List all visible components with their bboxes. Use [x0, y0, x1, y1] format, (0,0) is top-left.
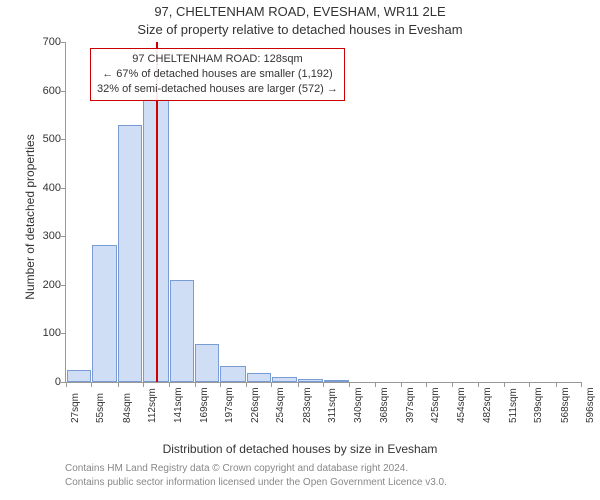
attribution-line-1: Contains HM Land Registry data © Crown c… — [65, 462, 447, 476]
chart-title-sub: Size of property relative to detached ho… — [0, 22, 600, 37]
y-tick-label: 400 — [26, 182, 61, 194]
y-tick-label: 200 — [26, 279, 61, 291]
x-tick-label: 169sqm — [199, 387, 210, 423]
chart-title-main: 97, CHELTENHAM ROAD, EVESHAM, WR11 2LE — [0, 4, 600, 19]
x-tick-label: 596sqm — [585, 387, 596, 423]
histogram-bar — [92, 245, 117, 382]
page: 97, CHELTENHAM ROAD, EVESHAM, WR11 2LE S… — [0, 0, 600, 500]
x-tick-mark — [323, 382, 324, 387]
x-tick-mark — [478, 382, 479, 387]
x-tick-label: 55sqm — [95, 393, 106, 423]
x-tick-label: 511sqm — [508, 388, 519, 423]
x-tick-label: 141sqm — [173, 387, 184, 423]
plot-area: 010020030040050060070027sqm55sqm84sqm112… — [65, 42, 581, 383]
y-tick-label: 300 — [26, 230, 61, 242]
attribution: Contains HM Land Registry data © Crown c… — [65, 462, 447, 489]
attribution-line-2: Contains public sector information licen… — [65, 476, 447, 490]
x-tick-label: 311sqm — [327, 388, 338, 423]
annotation-line: 32% of semi-detached houses are larger (… — [97, 82, 338, 97]
x-tick-label: 340sqm — [353, 387, 364, 423]
y-tick-mark — [61, 285, 66, 286]
x-tick-label: 112sqm — [147, 388, 158, 423]
annotation-line: 97 CHELTENHAM ROAD: 128sqm — [97, 52, 338, 67]
x-tick-mark — [298, 382, 299, 387]
y-tick-mark — [61, 333, 66, 334]
histogram-bar — [195, 344, 219, 382]
x-tick-label: 226sqm — [250, 387, 261, 423]
y-tick-label: 100 — [26, 327, 61, 339]
x-tick-label: 397sqm — [405, 387, 416, 423]
x-tick-label: 254sqm — [275, 387, 286, 423]
annotation-line: ← 67% of detached houses are smaller (1,… — [97, 67, 338, 82]
x-tick-mark — [529, 382, 530, 387]
x-tick-mark — [452, 382, 453, 387]
histogram-bar — [170, 280, 194, 382]
x-tick-mark — [195, 382, 196, 387]
x-tick-label: 27sqm — [70, 393, 81, 423]
y-tick-label: 600 — [26, 85, 61, 97]
x-tick-label: 283sqm — [302, 387, 313, 423]
y-tick-label: 500 — [26, 133, 61, 145]
histogram-bar — [118, 125, 142, 382]
x-tick-label: 197sqm — [224, 387, 235, 423]
x-tick-label: 425sqm — [430, 387, 441, 423]
annotation-box: 97 CHELTENHAM ROAD: 128sqm← 67% of detac… — [90, 48, 345, 101]
x-tick-mark — [401, 382, 402, 387]
y-tick-mark — [61, 236, 66, 237]
histogram-bar — [67, 370, 91, 382]
y-tick-mark — [61, 188, 66, 189]
x-tick-mark — [246, 382, 247, 387]
x-tick-mark — [169, 382, 170, 387]
x-tick-mark — [426, 382, 427, 387]
y-tick-mark — [61, 139, 66, 140]
x-tick-mark — [220, 382, 221, 387]
x-tick-mark — [143, 382, 144, 387]
x-tick-label: 482sqm — [482, 387, 493, 423]
x-tick-mark — [66, 382, 67, 387]
x-tick-label: 539sqm — [533, 387, 544, 423]
histogram-bar — [298, 379, 322, 382]
x-tick-mark — [556, 382, 557, 387]
y-tick-label: 0 — [26, 376, 61, 388]
x-tick-label: 454sqm — [456, 387, 467, 423]
x-tick-mark — [271, 382, 272, 387]
x-tick-mark — [349, 382, 350, 387]
x-tick-mark — [581, 382, 582, 387]
x-axis-label: Distribution of detached houses by size … — [0, 442, 600, 456]
y-tick-mark — [61, 42, 66, 43]
y-tick-mark — [61, 91, 66, 92]
x-tick-label: 368sqm — [379, 387, 390, 423]
histogram-bar — [247, 373, 271, 382]
x-tick-mark — [375, 382, 376, 387]
histogram-bar — [220, 366, 245, 382]
x-tick-label: 84sqm — [122, 393, 133, 423]
histogram-bar — [272, 377, 297, 382]
x-tick-label: 568sqm — [560, 387, 571, 423]
histogram-bar — [324, 380, 349, 382]
x-tick-mark — [118, 382, 119, 387]
x-tick-mark — [91, 382, 92, 387]
y-tick-label: 700 — [26, 36, 61, 48]
x-tick-mark — [504, 382, 505, 387]
